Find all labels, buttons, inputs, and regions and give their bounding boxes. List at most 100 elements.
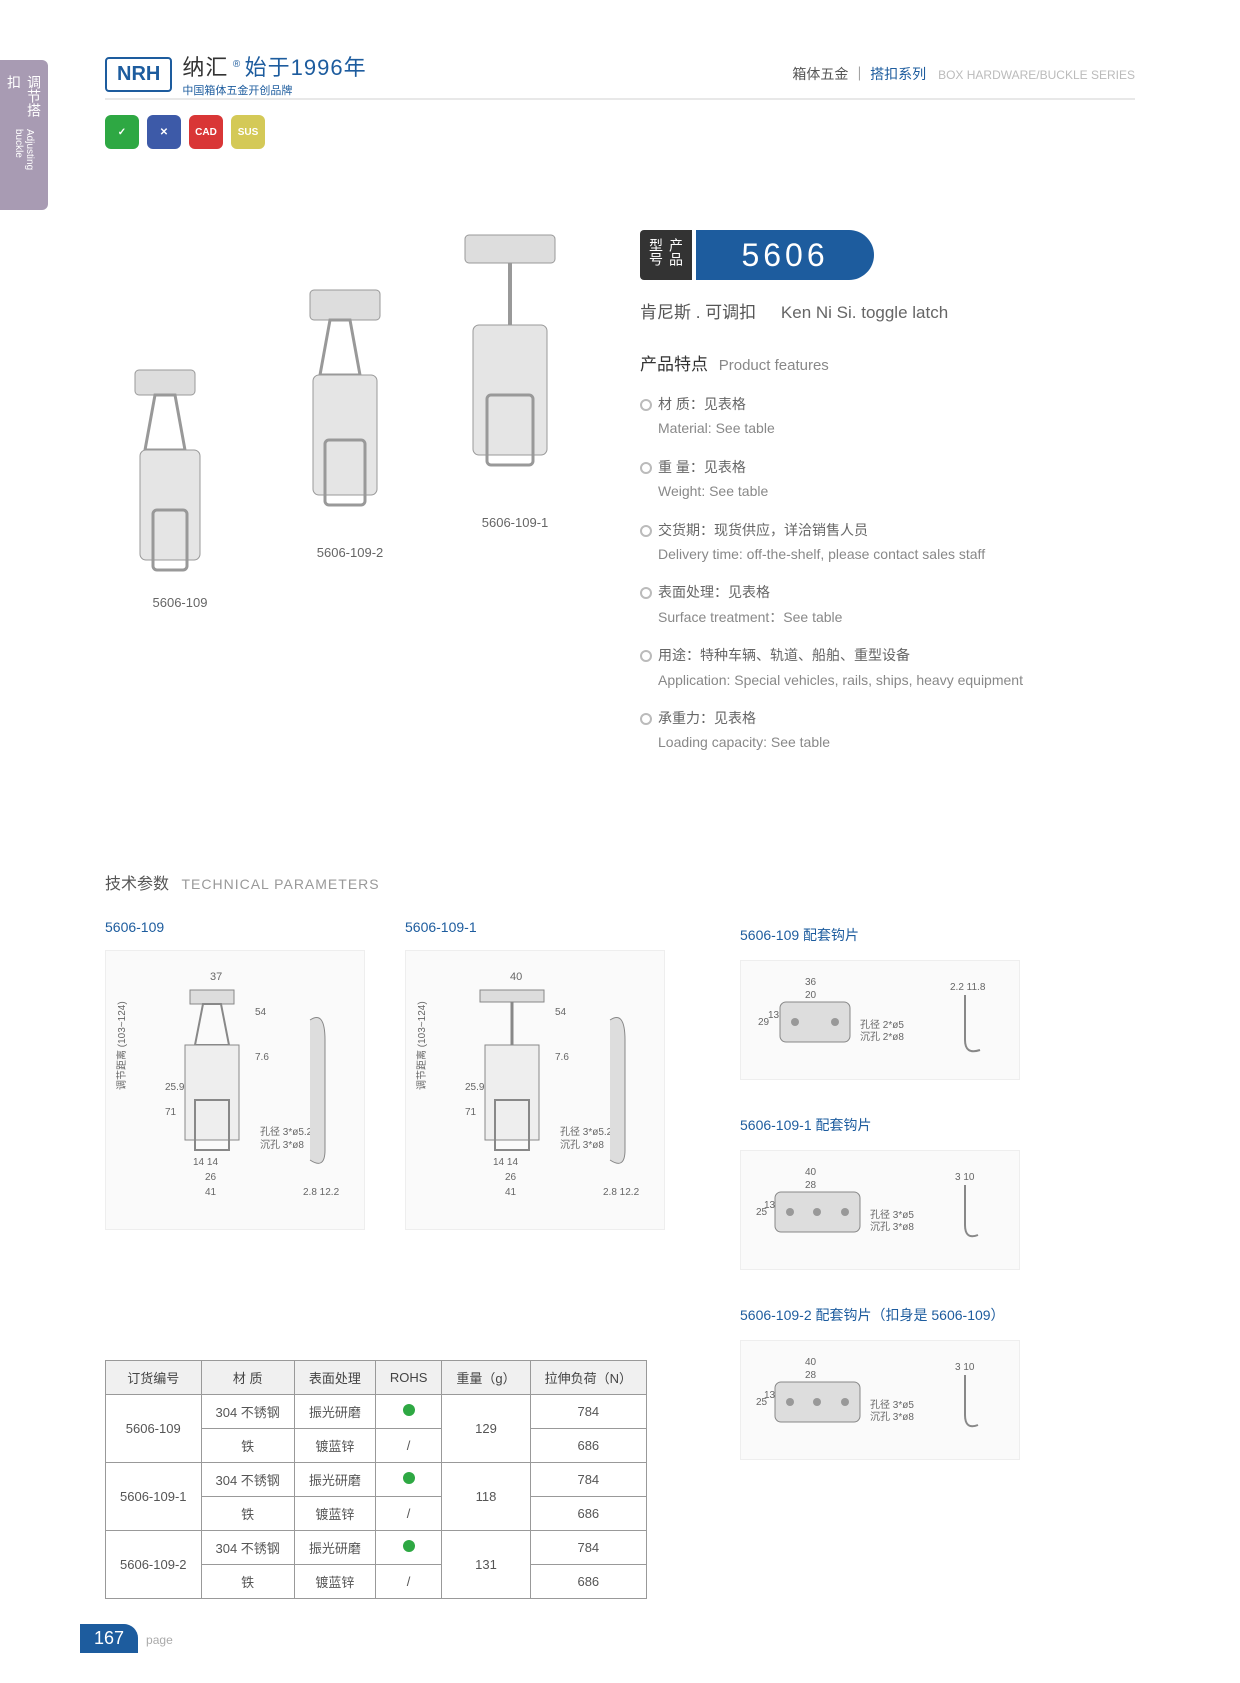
svg-text:25.9: 25.9	[465, 1082, 485, 1093]
hook-1-diagram: 36202913孔径 2*ø5沉孔 2*ø82.2 11.8	[740, 960, 1020, 1080]
features-title: 产品特点 Product features	[640, 350, 1140, 375]
svg-text:沉孔 3*ø8: 沉孔 3*ø8	[560, 1138, 604, 1151]
table-header: 拉伸负荷（N）	[530, 1361, 646, 1395]
reg-mark: ®	[233, 59, 240, 70]
table-header: 表面处理	[294, 1361, 375, 1395]
logo-text: 纳汇 ® 始于1996年 中国箱体五金开创品牌	[182, 50, 366, 98]
svg-text:28: 28	[805, 1370, 817, 1381]
svg-text:71: 71	[465, 1107, 477, 1118]
rohs-dot	[403, 1404, 415, 1416]
svg-text:孔径 3*ø5.2: 孔径 3*ø5.2	[260, 1125, 313, 1138]
svg-text:13: 13	[764, 1390, 776, 1401]
logo-mark: NRH	[105, 57, 172, 92]
hook-3: 5606-109-2 配套钩片（扣身是 5606-109） 40282513孔径…	[740, 1305, 1140, 1460]
product-render-3: 5606-109-1	[435, 230, 595, 530]
hook-2: 5606-109-1 配套钩片 40282513孔径 3*ø5沉孔 3*ø83 …	[740, 1115, 1140, 1270]
svg-text:沉孔 3*ø8: 沉孔 3*ø8	[870, 1410, 914, 1423]
hook-2-diagram: 40282513孔径 3*ø5沉孔 3*ø83 10	[740, 1150, 1020, 1270]
product-render-2: 5606-109-2	[275, 280, 425, 560]
drawing-1-diagram: 37 调节距离 (103~124) 54 7.6 25.9 71 14 14 26 41 孔径 3…	[105, 950, 365, 1230]
feature-item: 用途：特种车辆、轨道、船舶、重型设备Application: Special v…	[640, 644, 1140, 691]
table-header: 材 质	[201, 1361, 294, 1395]
brand-tagline: 中国箱体五金开创品牌	[182, 82, 366, 98]
svg-text:孔径 3*ø5.2: 孔径 3*ø5.2	[560, 1125, 613, 1138]
svg-text:28: 28	[805, 1180, 817, 1191]
svg-text:沉孔 2*ø8: 沉孔 2*ø8	[860, 1030, 904, 1043]
header-category: 箱体五金 ｜ 搭扣系列 BOX HARDWARE/BUCKLE SERIES	[792, 64, 1135, 84]
feature-item: 表面处理：见表格Surface treatment：See table	[640, 581, 1140, 628]
side-tab-en: Adjusting buckle	[13, 129, 35, 195]
badge-tool: ✕	[147, 115, 181, 149]
svg-text:沉孔 3*ø8: 沉孔 3*ø8	[260, 1138, 304, 1151]
page-number: 167 page	[80, 1624, 173, 1653]
svg-text:沉孔 3*ø8: 沉孔 3*ø8	[870, 1220, 914, 1233]
hook-3-diagram: 40282513孔径 3*ø5沉孔 3*ø83 10	[740, 1340, 1020, 1460]
drawing-2-diagram: 40 调节距离 (103~124) 54 7.6 25.9 71 14 14 26 41 孔径 3…	[405, 950, 665, 1230]
spec-table: 订货编号材 质表面处理ROHS重量（g）拉伸负荷（N） 5606-109304 …	[105, 1360, 647, 1599]
badge-row: ✓ ✕ CAD SUS	[105, 115, 265, 149]
svg-text:71: 71	[165, 1107, 177, 1118]
feature-item: 交货期：现货供应，详洽销售人员Delivery time: off-the-sh…	[640, 519, 1140, 566]
svg-text:36: 36	[805, 977, 817, 988]
svg-text:调节距离 (103~124): 调节距离 (103~124)	[115, 1001, 128, 1090]
svg-text:7.6: 7.6	[555, 1052, 569, 1063]
drawing-2: 5606-109-1 40调节距离 (103~124)547.625.97114…	[405, 919, 665, 1230]
svg-text:20: 20	[805, 990, 817, 1001]
tech-title: 技术参数 TECHNICAL PARAMETERS	[105, 870, 1135, 894]
svg-text:14 14: 14 14	[493, 1157, 518, 1168]
svg-text:37: 37	[210, 971, 222, 983]
svg-text:41: 41	[205, 1187, 217, 1198]
rohs-dot	[403, 1540, 415, 1552]
side-tab-cn: 调节搭扣	[4, 75, 44, 125]
svg-text:54: 54	[555, 1007, 567, 1018]
hook-drawings: 5606-109 配套钩片 36202913孔径 2*ø5沉孔 2*ø82.2 …	[740, 925, 1140, 1495]
table-header: ROHS	[375, 1361, 442, 1395]
svg-text:孔径 2*ø5: 孔径 2*ø5	[860, 1018, 904, 1031]
svg-text:2.8 12.2: 2.8 12.2	[603, 1187, 640, 1198]
hook-1: 5606-109 配套钩片 36202913孔径 2*ø5沉孔 2*ø82.2 …	[740, 925, 1140, 1080]
badge-cad: CAD	[189, 115, 223, 149]
feature-item: 承重力：见表格Loading capacity: See table	[640, 707, 1140, 754]
model-header: 产品型号 5606 肯尼斯 . 可调扣 Ken Ni Si. toggle la…	[640, 230, 948, 323]
svg-text:2.2 11.8: 2.2 11.8	[950, 982, 986, 993]
feature-item: 重 量：见表格Weight: See table	[640, 456, 1140, 503]
brand-since: 始于1996年	[245, 55, 367, 80]
drawing-1: 5606-109 37调节距离 (103~124)547.625.97114 1…	[105, 919, 365, 1230]
page-header: NRH 纳汇 ® 始于1996年 中国箱体五金开创品牌 箱体五金 ｜ 搭扣系列 …	[105, 50, 1135, 100]
svg-text:孔径 3*ø5: 孔径 3*ø5	[870, 1398, 914, 1411]
svg-text:40: 40	[805, 1357, 817, 1368]
svg-text:3 10: 3 10	[955, 1172, 975, 1183]
rohs-dot	[403, 1472, 415, 1484]
badge-sus: SUS	[231, 115, 265, 149]
table-row: 5606-109-2304 不锈钢振光研磨131784	[106, 1531, 647, 1565]
svg-text:54: 54	[255, 1007, 267, 1018]
svg-text:26: 26	[505, 1172, 517, 1183]
svg-text:13: 13	[764, 1200, 776, 1211]
product-image-area: 5606-109 5606-109-2 5606-109-1	[105, 230, 595, 630]
svg-text:2.8 12.2: 2.8 12.2	[303, 1187, 340, 1198]
side-category-tab: 调节搭扣 Adjusting buckle	[0, 60, 48, 210]
badge-eco: ✓	[105, 115, 139, 149]
svg-text:25.9: 25.9	[165, 1082, 185, 1093]
svg-text:41: 41	[505, 1187, 517, 1198]
table-row: 5606-109304 不锈钢振光研磨129784	[106, 1395, 647, 1429]
svg-text:40: 40	[510, 971, 522, 983]
model-label: 产品型号	[640, 230, 692, 280]
features-section: 产品特点 Product features 材 质：见表格Material: S…	[640, 350, 1140, 770]
model-number: 5606	[696, 230, 873, 280]
feature-item: 材 质：见表格Material: See table	[640, 393, 1140, 440]
logo-area: NRH 纳汇 ® 始于1996年 中国箱体五金开创品牌	[105, 50, 367, 98]
svg-text:3 10: 3 10	[955, 1362, 975, 1373]
svg-text:孔径 3*ø5: 孔径 3*ø5	[870, 1208, 914, 1221]
svg-text:13: 13	[768, 1010, 780, 1021]
svg-text:40: 40	[805, 1167, 817, 1178]
product-render-1: 5606-109	[105, 360, 255, 610]
svg-text:26: 26	[205, 1172, 217, 1183]
table-header: 重量（g）	[442, 1361, 530, 1395]
svg-text:14 14: 14 14	[193, 1157, 218, 1168]
table-row: 5606-109-1304 不锈钢振光研磨118784	[106, 1463, 647, 1497]
model-subtitle: 肯尼斯 . 可调扣 Ken Ni Si. toggle latch	[640, 298, 948, 323]
svg-text:调节距离 (103~124): 调节距离 (103~124)	[415, 1001, 428, 1090]
svg-text:7.6: 7.6	[255, 1052, 269, 1063]
table-header: 订货编号	[106, 1361, 202, 1395]
